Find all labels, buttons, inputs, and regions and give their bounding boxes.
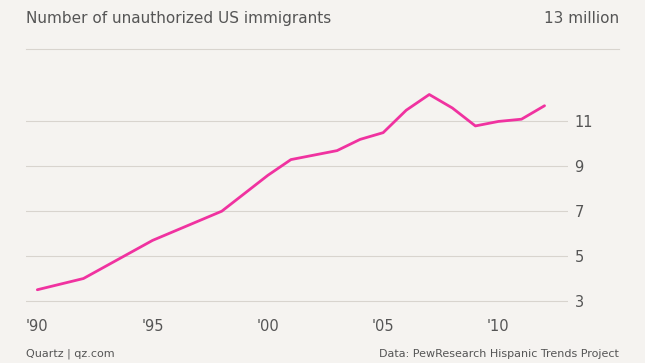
Text: 13 million: 13 million <box>544 11 619 26</box>
Text: Number of unauthorized US immigrants: Number of unauthorized US immigrants <box>26 11 331 26</box>
Text: Quartz | qz.com: Quartz | qz.com <box>26 349 114 359</box>
Text: Data: PewResearch Hispanic Trends Project: Data: PewResearch Hispanic Trends Projec… <box>379 349 619 359</box>
